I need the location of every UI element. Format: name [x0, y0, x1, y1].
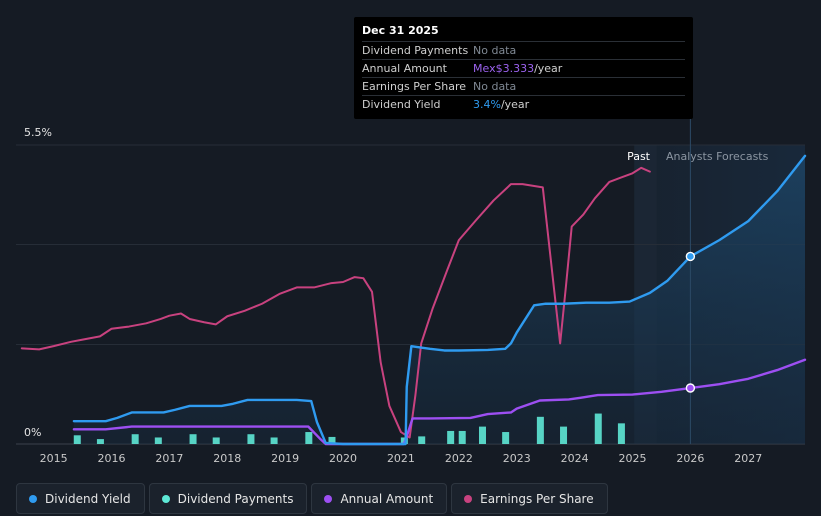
tooltip-unit: /year — [534, 62, 563, 75]
tooltip-value: 3.4% — [473, 98, 501, 111]
dividend-yield-area — [73, 155, 805, 444]
dividend-payment-bar — [502, 432, 510, 444]
x-tick-label: 2025 — [618, 452, 646, 465]
x-tick-label: 2019 — [271, 452, 299, 465]
tooltip-row-dividend-yield: Dividend Yield 3.4%/year — [362, 95, 685, 113]
legend-item-dividend-yield[interactable]: Dividend Yield — [16, 483, 145, 514]
annual-amount-marker — [685, 383, 696, 393]
tooltip: Dec 31 2025 Dividend Payments No data An… — [354, 17, 693, 119]
x-tick-label: 2018 — [213, 452, 241, 465]
dividend-payment-bar — [536, 416, 544, 444]
dividend-payment-bar — [328, 436, 336, 444]
dividend-payment-bar — [154, 437, 162, 444]
tooltip-unit: /year — [500, 98, 530, 111]
x-tick-label: 2015 — [40, 452, 68, 465]
dividend-payment-bar — [212, 437, 220, 444]
dividend-payment-bar — [189, 434, 197, 444]
tooltip-label: Dividend Payments — [362, 44, 469, 57]
dividend-payment-bar — [305, 432, 313, 444]
dividend-payment-bar — [594, 413, 602, 444]
legend-dot-icon — [464, 494, 473, 503]
legend-item-annual-amount[interactable]: Annual Amount — [311, 483, 448, 514]
tooltip-label: Annual Amount — [362, 62, 447, 75]
dividend-payment-bar — [131, 434, 139, 444]
x-tick-label: 2026 — [676, 452, 704, 465]
past-label: Past — [627, 150, 651, 163]
legend-item-dividend-payments[interactable]: Dividend Payments — [148, 483, 308, 514]
x-tick-label: 2017 — [155, 452, 183, 465]
x-tick-label: 2020 — [329, 452, 357, 465]
tooltip-row-earnings-per-share: Earnings Per Share No data — [362, 77, 685, 95]
tooltip-date: Dec 31 2025 — [362, 24, 439, 37]
x-tick-label: 2022 — [445, 452, 473, 465]
dividend-payment-bar — [96, 439, 104, 444]
x-tick-label: 2021 — [387, 452, 415, 465]
x-tick-label: 2027 — [734, 452, 762, 465]
legend-dot-icon — [324, 494, 333, 503]
dividend-payment-bar — [270, 437, 278, 444]
tooltip-value: No data — [473, 44, 517, 57]
dividend-payment-bar — [418, 436, 426, 444]
x-tick-label: 2016 — [98, 452, 126, 465]
earnings-per-share-line — [20, 166, 651, 439]
dividend-payment-bar — [73, 435, 81, 444]
dividend-payment-bar — [617, 423, 625, 444]
tooltip-row-dividend-payments: Dividend Payments No data — [362, 41, 685, 59]
annual-amount-line — [72, 358, 807, 446]
legend-label: Dividend Yield — [45, 491, 131, 506]
legend-item-earnings-per-share[interactable]: Earnings Per Share — [451, 483, 608, 514]
tooltip-value: Mex$3.333 — [473, 62, 535, 75]
x-tick-label: 2023 — [503, 452, 531, 465]
dividend-payment-bar — [247, 434, 255, 444]
dividend-payment-bar — [447, 430, 455, 444]
analysts-forecasts-label: Analysts Forecasts — [666, 150, 769, 163]
x-tick-label: 2024 — [561, 452, 589, 465]
tooltip-value: No data — [473, 80, 517, 93]
dividend-chart: 5.5% 0% Past Analysts Forecasts 2015 2016… — [16, 119, 807, 465]
legend-dot-icon — [29, 494, 37, 503]
legend: Dividend Yield Dividend Payments Annual … — [16, 483, 608, 514]
legend-dot-icon — [161, 494, 170, 503]
dividend-yield-marker — [685, 251, 696, 262]
dividend-payment-bar — [560, 426, 568, 444]
y-axis-min-label: 0% — [24, 426, 41, 439]
legend-label: Annual Amount — [340, 491, 434, 506]
tooltip-label: Dividend Yield — [362, 98, 441, 111]
legend-label: Dividend Payments — [177, 491, 294, 506]
legend-label: Earnings Per Share — [480, 491, 594, 506]
dividend-payment-bar — [478, 426, 486, 444]
dividend-payment-bar — [458, 430, 466, 444]
tooltip-label: Earnings Per Share — [362, 80, 467, 93]
y-axis-max-label: 5.5% — [24, 126, 52, 139]
tooltip-row-annual-amount: Annual Amount Mex$3.333/year — [362, 59, 685, 77]
dividend-yield-line — [72, 154, 807, 446]
